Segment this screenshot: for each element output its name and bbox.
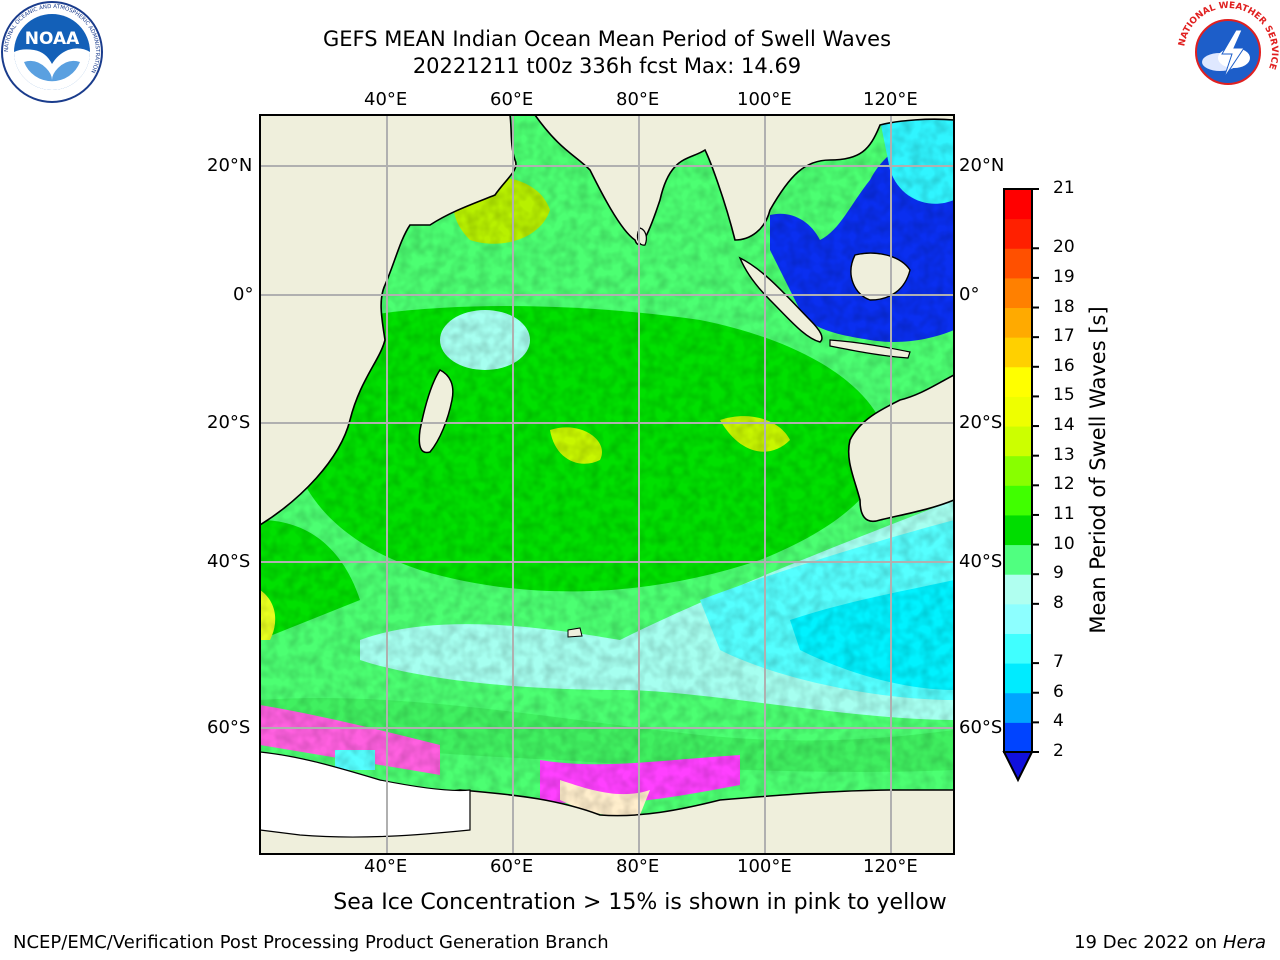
colorbar-segment [1004,574,1032,605]
map-frame [259,114,955,855]
colorbar-tick-label: 21 [1053,178,1075,198]
colorbar-tick-label: 12 [1053,474,1075,495]
colorbar-segment [1004,722,1032,753]
colorbar-segment [1004,514,1032,546]
lon-label-top: 120°E [863,89,918,110]
colorbar-frame [1003,188,1033,753]
noaa-text: NOAA [25,29,80,49]
lat-label-left: 20°S [207,412,251,433]
colorbar-tick-label: 10 [1053,533,1075,554]
colorbar-segment [1004,277,1032,309]
colorbar-tick-label: 6 [1053,681,1064,702]
madagascar-land [418,369,454,454]
colorbar-segment [1004,307,1032,338]
lon-label-top: 60°E [490,89,534,110]
colorbar-segment [1004,603,1032,634]
map-subtitle: 20221211 t00z 336h fcst Max: 14.69 [412,54,802,78]
lon-label-bottom: 60°E [490,856,534,877]
sea-ice-caption: Sea Ice Concentration > 15% is shown in … [333,890,947,915]
lat-label-right: 20°N [959,155,1005,176]
colorbar-segment [1004,396,1032,427]
colorbar-segment [1004,692,1032,723]
colorbar-tick-label: 16 [1053,355,1075,376]
graticule [260,115,954,854]
colorbar-tick-label: 18 [1053,296,1075,317]
footer-branch: NCEP/EMC/Verification Post Processing Pr… [13,932,609,953]
colorbar-tick-label: 4 [1053,711,1064,732]
colorbar-segment [1004,485,1032,516]
colorbar-segment [1004,337,1032,368]
map-title: GEFS MEAN Indian Ocean Mean Period of Sw… [322,27,892,51]
gull-icon [14,48,90,90]
australia-land [847,374,954,522]
colorbar-tick-label: 13 [1053,444,1075,465]
colorbar-tick-label: 14 [1053,415,1075,436]
lon-label-bottom: 120°E [863,856,918,877]
colorbar-segment [1004,366,1032,397]
colorbar-tick-label: 2 [1053,741,1064,761]
footer-date: 19 Dec 2022 on Hera [1074,932,1266,953]
colorbar-segment [1004,248,1032,279]
lon-label-top: 80°E [616,89,660,110]
lat-label-right: 0° [959,284,980,305]
colorbar-tick-label: 19 [1053,266,1075,287]
lat-label-right: 20°S [959,412,1003,433]
noaa-logo: NATIONAL OCEANIC AND ATMOSPHERIC ADMINIS… [1,1,103,103]
lon-label-bottom: 100°E [737,856,792,877]
colorbar-segment [1004,189,1032,220]
colorbar-tick-label: 8 [1053,592,1064,613]
colorbar-segment [1004,544,1032,575]
lon-label-bottom: 80°E [616,856,660,877]
lon-label-top: 40°E [364,89,408,110]
colorbar-extend-triangle [1002,751,1034,783]
colorbar-segment [1004,426,1032,457]
colorbar-segment [1004,455,1032,486]
lat-label-left: 40°S [207,551,251,572]
footer-host: Hera [1222,932,1266,953]
lon-label-bottom: 40°E [364,856,408,877]
colorbar-tick-label: 9 [1053,563,1064,584]
nws-logo: NATIONAL WEATHER SERVICE [1177,1,1279,102]
colorbar-tick-label: 15 [1053,385,1075,406]
lightning-icon [1221,29,1245,79]
colorbar-tick-label: 11 [1053,503,1075,524]
colorbar-tick-label: 7 [1053,652,1064,673]
colorbar-tick-label: 20 [1053,237,1075,258]
footer-date-text: 19 Dec 2022 on [1074,932,1218,953]
lat-label-left: 60°S [207,717,251,738]
lat-label-right: 40°S [959,551,1003,572]
lon-label-top: 100°E [737,89,792,110]
lat-label-left: 0° [233,284,254,305]
colorbar-segment [1004,633,1032,664]
colorbar-segment [1004,218,1032,249]
colorbar [1002,188,1039,783]
colorbar-label: Mean Period of Swell Waves [s] [1086,306,1110,634]
lat-label-right: 60°S [959,717,1003,738]
colorbar-segment [1004,663,1032,694]
colorbar-tick-label: 17 [1053,326,1075,347]
lat-label-left: 20°N [207,155,253,176]
